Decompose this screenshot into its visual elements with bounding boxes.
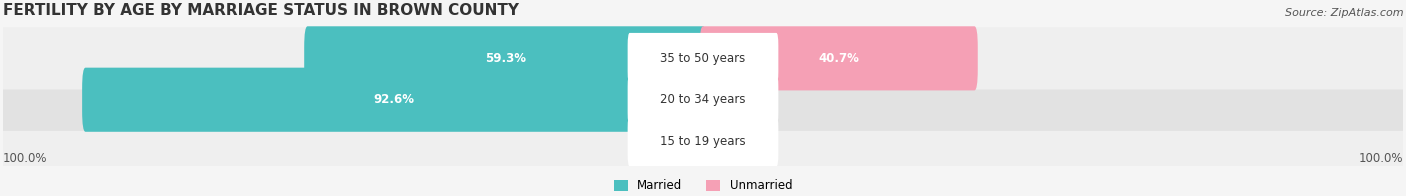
FancyBboxPatch shape: [3, 110, 1403, 172]
Text: 0.0%: 0.0%: [640, 135, 673, 148]
FancyBboxPatch shape: [700, 68, 755, 132]
FancyBboxPatch shape: [627, 33, 779, 84]
Text: 7.4%: 7.4%: [711, 93, 744, 106]
FancyBboxPatch shape: [82, 68, 706, 132]
Text: 20 to 34 years: 20 to 34 years: [661, 93, 745, 106]
FancyBboxPatch shape: [304, 26, 706, 90]
Text: 15 to 19 years: 15 to 19 years: [661, 135, 745, 148]
Text: 35 to 50 years: 35 to 50 years: [661, 52, 745, 65]
Text: 92.6%: 92.6%: [374, 93, 415, 106]
FancyBboxPatch shape: [700, 109, 730, 173]
FancyBboxPatch shape: [627, 74, 779, 125]
FancyBboxPatch shape: [627, 116, 779, 167]
Legend: Married, Unmarried: Married, Unmarried: [613, 179, 793, 192]
Text: 100.0%: 100.0%: [3, 152, 48, 165]
Text: 0.0%: 0.0%: [733, 135, 766, 148]
Text: 59.3%: 59.3%: [485, 52, 526, 65]
FancyBboxPatch shape: [3, 27, 1403, 90]
FancyBboxPatch shape: [700, 26, 977, 90]
Text: 100.0%: 100.0%: [1358, 152, 1403, 165]
Text: Source: ZipAtlas.com: Source: ZipAtlas.com: [1285, 8, 1403, 18]
Text: FERTILITY BY AGE BY MARRIAGE STATUS IN BROWN COUNTY: FERTILITY BY AGE BY MARRIAGE STATUS IN B…: [3, 3, 519, 18]
FancyBboxPatch shape: [676, 109, 706, 173]
FancyBboxPatch shape: [3, 69, 1403, 131]
Text: 40.7%: 40.7%: [818, 52, 859, 65]
